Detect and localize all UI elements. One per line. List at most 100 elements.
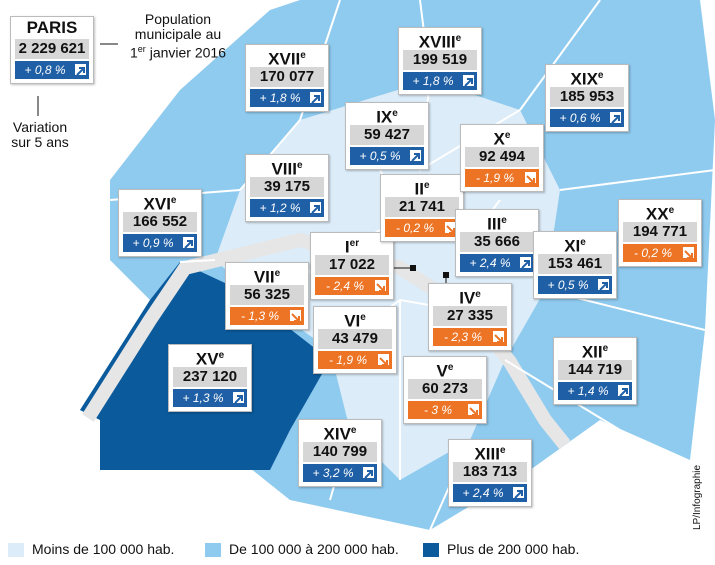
label-box: XIIe 144 719 + 1,4 % <box>553 337 637 405</box>
variation: - 3 % <box>408 401 482 419</box>
label-box: PARIS 2 229 621 + 0,8 % <box>10 16 94 84</box>
district-suffix: e <box>392 108 398 119</box>
variation: - 2,4 % <box>315 277 389 295</box>
variation: + 1,2 % <box>250 199 324 217</box>
trend-icon <box>310 202 321 214</box>
label-box: XVIe 166 552 + 0,9 % <box>118 189 202 257</box>
variation: + 0,5 % <box>538 276 612 294</box>
variation-note: Variation sur 5 ans <box>5 120 75 150</box>
district-suffix: e <box>580 237 586 248</box>
district-name: IXe <box>346 103 428 127</box>
population: 199 519 <box>403 50 477 70</box>
district-name: XVIe <box>119 190 201 214</box>
district-suffix: e <box>475 289 481 300</box>
district-number: XIV <box>323 424 351 444</box>
trend-icon <box>75 64 86 76</box>
population: 166 552 <box>123 212 197 232</box>
variation: + 3,2 % <box>303 464 377 482</box>
district-name: XIXe <box>546 65 628 89</box>
population: 2 229 621 <box>15 39 89 59</box>
connector-dot <box>410 265 416 271</box>
variation-text: + 0,6 % <box>559 111 601 125</box>
trend-icon <box>410 150 421 162</box>
population: 92 494 <box>465 147 539 167</box>
note-line: Variation <box>12 119 68 135</box>
variation-text: + 1,4 % <box>567 384 609 398</box>
population: 140 799 <box>303 442 377 462</box>
label-box: IVe 27 335- 2,3 % <box>428 283 512 351</box>
population: 60 273 <box>408 379 482 399</box>
district-number: XIX <box>570 69 598 89</box>
trend-icon <box>520 257 531 269</box>
variation-text: + 0,5 % <box>547 278 589 292</box>
population: 237 120 <box>173 367 247 387</box>
population: 27 335 <box>433 306 507 326</box>
district-suffix: e <box>360 312 366 323</box>
variation: + 1,3 % <box>173 389 247 407</box>
legend-label: De 100 000 à 200 000 hab. <box>229 541 399 557</box>
trend-icon <box>378 354 389 366</box>
population: 43 479 <box>318 329 392 349</box>
district-number: VII <box>253 267 275 287</box>
district-name: VIIIe <box>246 155 328 179</box>
population: 35 666 <box>460 232 534 252</box>
trend-icon <box>445 222 456 234</box>
trend-icon <box>493 331 504 343</box>
population: 183 713 <box>453 462 527 482</box>
district-suffix: e <box>170 195 177 206</box>
note-line: 1er janvier 2016 <box>108 42 248 61</box>
note-sup: er <box>137 44 146 54</box>
district-name: PARIS <box>11 17 93 39</box>
legend-swatch <box>423 543 439 557</box>
population-note: Population municipale au 1er janvier 201… <box>108 12 248 61</box>
variation-text: + 1,3 % <box>182 391 224 405</box>
label-box: XVIIIe 199 519 + 1,8 % <box>398 27 482 95</box>
district-suffix: e <box>218 350 225 361</box>
district-number: XX <box>645 204 669 224</box>
label-box: IXe 59 427 + 0,5 % <box>345 102 429 170</box>
district-number: III <box>487 214 502 234</box>
population: 21 741 <box>385 197 459 217</box>
variation: + 0,6 % <box>550 109 624 127</box>
variation-text: - 2,3 % <box>443 330 482 344</box>
district-number: XVI <box>143 194 171 214</box>
note-date: janvier 2016 <box>145 44 226 61</box>
district-suffix: e <box>455 33 462 44</box>
variation-text: - 1,9 % <box>475 171 514 185</box>
note-line: Population <box>144 11 212 27</box>
label-box: VIe 43 479- 1,9 % <box>313 306 397 374</box>
variation: - 1,3 % <box>230 307 304 325</box>
district-number: XI <box>564 236 581 256</box>
variation-text: - 1,9 % <box>328 353 367 367</box>
variation: + 0,8 % <box>15 61 89 79</box>
variation-text: - 0,2 % <box>395 221 434 235</box>
district-number: PARIS <box>26 18 78 37</box>
population: 185 953 <box>550 87 624 107</box>
district-number: XVIII <box>418 32 456 52</box>
population: 17 022 <box>315 255 389 275</box>
trend-icon <box>610 112 621 124</box>
district-name: XVIIe <box>246 45 328 69</box>
variation: - 0,2 % <box>623 244 697 262</box>
district-name: IIIe <box>456 210 538 234</box>
label-box: XIe 153 461 + 0,5 % <box>533 231 617 299</box>
note-line: sur 5 ans <box>11 134 69 150</box>
district-name: IIe <box>381 175 463 199</box>
district-number: XVII <box>268 49 301 69</box>
variation: - 1,9 % <box>318 351 392 369</box>
legend-label: Moins de 100 000 hab. <box>32 541 175 557</box>
variation-text: - 2,4 % <box>325 279 364 293</box>
district-suffix: e <box>350 425 357 436</box>
district-name: VIe <box>314 307 396 331</box>
district-number: VI <box>344 311 361 331</box>
trend-icon <box>513 487 524 499</box>
population: 194 771 <box>623 222 697 242</box>
district-number: XV <box>195 349 219 369</box>
district-suffix: e <box>300 50 306 61</box>
trend-icon <box>683 247 694 259</box>
variation-text: + 2,4 % <box>462 486 504 500</box>
population: 153 461 <box>538 254 612 274</box>
variation: + 1,4 % <box>558 382 632 400</box>
trend-icon <box>310 92 321 104</box>
